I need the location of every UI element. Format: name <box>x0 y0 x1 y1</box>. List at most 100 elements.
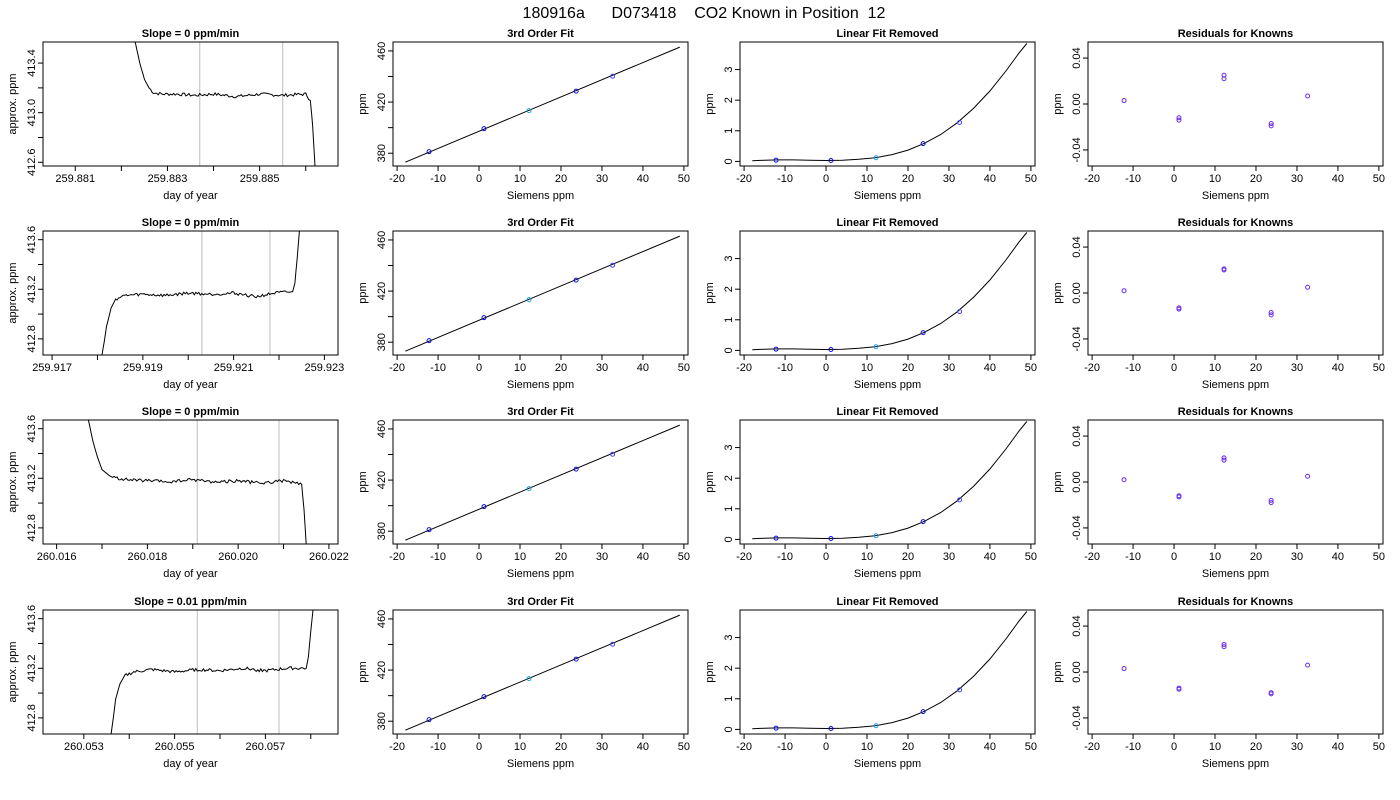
y-tick-label: 413.4 <box>26 49 38 77</box>
x-tick-label: -20 <box>736 741 752 753</box>
data-point <box>481 694 487 700</box>
data-point <box>1176 117 1182 123</box>
x-tick-label: 30 <box>943 741 955 753</box>
panel-r4-c2: 3rd Order Fit -20 -10 0 10 20 30 40 50 380 420 460 S… <box>357 596 690 770</box>
y-axis-label: ppm <box>1052 282 1064 303</box>
x-tick-label: 50 <box>1025 362 1037 374</box>
data-point <box>1268 691 1274 697</box>
fit-curve <box>752 43 1028 162</box>
data-point <box>1121 477 1127 483</box>
x-tick-label: 0 <box>476 173 482 185</box>
data-point <box>1176 115 1182 121</box>
x-tick-label: -20 <box>1084 173 1100 185</box>
x-tick-label: 40 <box>637 173 649 185</box>
y-tick-label: 460 <box>376 42 388 60</box>
data-point <box>573 88 579 94</box>
data-point <box>957 687 963 693</box>
data-point <box>1305 473 1311 479</box>
y-axis-label: ppm <box>704 471 716 492</box>
x-tick-label: 20 <box>902 741 914 753</box>
plot-area <box>405 235 680 352</box>
x-tick-label: 0 <box>1171 741 1177 753</box>
y-tick-label: 413.2 <box>26 655 38 683</box>
x-tick-label: 50 <box>678 551 690 563</box>
panel-title: Residuals for Knowns <box>1178 28 1294 40</box>
x-axis-label: Siemens ppm <box>1202 568 1269 580</box>
plot-area <box>405 614 680 731</box>
x-tick-label: 30 <box>596 741 608 753</box>
plot-frame <box>42 230 339 356</box>
y-axis-label: ppm <box>357 93 369 114</box>
x-tick-label: 20 <box>555 551 567 563</box>
data-point <box>1121 666 1127 672</box>
y-tick-label: 460 <box>376 420 388 438</box>
data-point <box>610 641 616 647</box>
data-point <box>526 297 532 303</box>
x-tick-label: 10 <box>1209 362 1221 374</box>
fit-curve <box>752 232 1028 351</box>
x-tick-label: 40 <box>984 173 996 185</box>
y-tick-label: 0 <box>723 536 735 542</box>
data-point <box>1305 284 1311 290</box>
panel-r4-c4: Residuals for Knowns -20 -10 0 10 20 30 40 50 -0.… <box>1052 596 1385 770</box>
panel-title: Residuals for Knowns <box>1178 217 1294 229</box>
x-tick-label: 40 <box>1332 362 1344 374</box>
data-point <box>426 338 432 344</box>
data-point <box>828 157 834 163</box>
y-tick-label: 0.04 <box>1071 425 1083 446</box>
panel-r3-c4: Residuals for Knowns -20 -10 0 10 20 30 40 50 -0.… <box>1052 406 1385 580</box>
x-tick-label: 20 <box>902 551 914 563</box>
data-point <box>1305 93 1311 99</box>
x-tick-label: 260.055 <box>155 741 195 753</box>
x-tick-label: 260.016 <box>37 551 77 563</box>
data-point <box>920 330 926 336</box>
x-axis-label: day of year <box>163 568 218 580</box>
x-tick-label: 30 <box>943 551 955 563</box>
plot-area <box>101 231 300 355</box>
x-tick-label: 30 <box>596 362 608 374</box>
y-tick-label: 2 <box>723 665 735 671</box>
x-tick-label: 40 <box>637 551 649 563</box>
data-point <box>573 277 579 283</box>
x-tick-label: -10 <box>430 173 446 185</box>
x-tick-label: 30 <box>943 362 955 374</box>
x-tick-label: 50 <box>678 173 690 185</box>
fit-curve <box>752 611 1028 730</box>
x-tick-label: 30 <box>943 173 955 185</box>
y-tick-label: 413.2 <box>26 465 38 493</box>
data-point <box>920 141 926 147</box>
plot-area <box>1121 455 1311 506</box>
panel-title: Slope = 0 ppm/min <box>142 217 240 229</box>
y-tick-label: 413.0 <box>26 99 38 127</box>
data-point <box>1268 497 1274 503</box>
y-tick-label: 0 <box>723 726 735 732</box>
y-tick-label: 412.8 <box>26 704 38 732</box>
data-point <box>526 108 532 114</box>
plot-area <box>1121 266 1311 318</box>
data-point <box>873 155 879 161</box>
data-point <box>573 656 579 662</box>
x-tick-label: 259.881 <box>55 173 95 185</box>
y-tick-label: 0 <box>723 347 735 353</box>
plot-frame <box>392 609 689 735</box>
data-point <box>426 527 432 533</box>
y-axis-label: ppm <box>704 93 716 114</box>
y-tick-label: 0.04 <box>1071 615 1083 636</box>
data-point <box>1268 310 1274 316</box>
y-tick-label: 1 <box>723 696 735 702</box>
fit-line <box>405 235 680 352</box>
panel-r2-c4: Residuals for Knowns -20 -10 0 10 20 30 40 50 -0.… <box>1052 217 1385 391</box>
y-tick-label: 2 <box>723 475 735 481</box>
data-point <box>957 120 963 126</box>
x-tick-label: -20 <box>1084 741 1100 753</box>
data-point <box>526 486 532 492</box>
x-tick-label: 30 <box>1291 173 1303 185</box>
x-tick-label: 40 <box>984 362 996 374</box>
plot-area <box>752 232 1028 352</box>
data-point <box>828 725 834 731</box>
y-axis-label: ppm <box>357 471 369 492</box>
x-tick-label: 30 <box>596 173 608 185</box>
panel-r4-c3: Linear Fit Removed -20 -10 0 10 20 30 40 50 0 1 2 3 S… <box>704 596 1037 770</box>
data-point <box>1221 457 1227 463</box>
y-tick-label: -0.04 <box>1071 515 1083 540</box>
